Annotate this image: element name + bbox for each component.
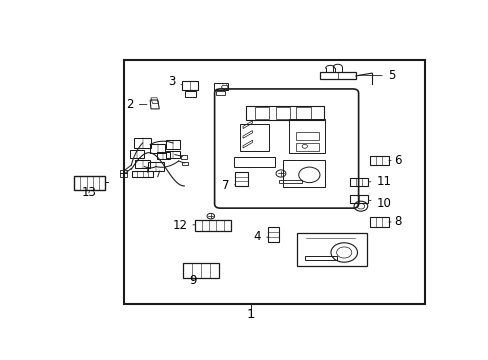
Bar [240,123,268,151]
Bar [289,120,325,153]
Text: 7: 7 [221,179,234,192]
Bar [369,217,388,226]
Bar [157,152,170,159]
Bar [166,150,179,158]
Bar [165,140,180,149]
Text: 5: 5 [359,69,394,82]
Text: 10: 10 [368,197,390,210]
Bar [304,256,336,260]
Text: 13: 13 [81,186,96,199]
Bar [282,160,324,186]
Bar [129,150,144,158]
Text: 4: 4 [253,230,268,243]
Text: 6: 6 [388,154,401,167]
Bar [296,107,310,119]
Bar [194,220,230,231]
Bar [296,233,366,266]
Bar [216,91,225,95]
Bar [235,172,247,186]
Bar [349,195,367,203]
Bar [150,144,165,153]
Bar [296,143,318,151]
Bar [245,106,323,120]
Bar [254,107,268,119]
Bar [184,91,196,97]
Bar [182,81,198,90]
Bar [132,171,153,177]
Bar [233,157,275,167]
Bar [120,174,127,177]
Bar [123,60,424,304]
Bar [369,156,388,165]
Bar [180,155,187,158]
Bar [275,107,289,119]
Text: 12: 12 [172,219,194,232]
Bar [120,170,127,173]
Text: 11: 11 [368,175,390,188]
Text: 9: 9 [189,274,196,287]
Bar [135,160,149,168]
Bar [182,263,218,278]
Text: 1: 1 [246,308,254,321]
Text: 3: 3 [168,75,181,88]
Bar [349,177,367,186]
Text: 2: 2 [126,98,147,111]
Text: 8: 8 [388,216,401,229]
Bar [134,138,151,148]
Bar [181,162,188,165]
Bar [74,176,104,190]
Bar [267,227,279,242]
Bar [279,180,301,184]
Bar [147,162,163,171]
Bar [319,72,355,79]
Bar [214,83,227,90]
Bar [296,132,318,140]
